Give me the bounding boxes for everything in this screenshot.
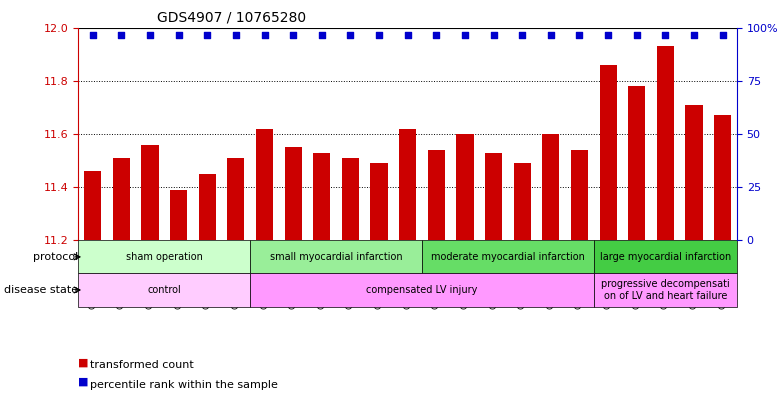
FancyBboxPatch shape bbox=[593, 274, 737, 307]
Point bbox=[143, 32, 156, 39]
Text: progressive decompensati
on of LV and heart failure: progressive decompensati on of LV and he… bbox=[601, 279, 730, 301]
Text: large myocardial infarction: large myocardial infarction bbox=[600, 252, 731, 262]
Bar bbox=[342, 158, 359, 241]
Point bbox=[287, 32, 299, 39]
Point bbox=[488, 32, 500, 39]
Text: control: control bbox=[147, 285, 181, 295]
Text: small myocardial infarction: small myocardial infarction bbox=[270, 252, 402, 262]
Bar bbox=[428, 150, 445, 241]
Bar bbox=[543, 134, 560, 241]
Text: percentile rank within the sample: percentile rank within the sample bbox=[90, 380, 278, 390]
Bar bbox=[285, 147, 302, 241]
Bar bbox=[170, 190, 187, 241]
Text: transformed count: transformed count bbox=[90, 360, 194, 371]
Point bbox=[344, 32, 357, 39]
Point bbox=[230, 32, 242, 39]
Point bbox=[172, 32, 185, 39]
Bar bbox=[371, 163, 387, 241]
Point bbox=[717, 32, 729, 39]
Bar bbox=[685, 105, 702, 241]
Point bbox=[545, 32, 557, 39]
Text: protocol: protocol bbox=[33, 252, 78, 262]
Bar bbox=[399, 129, 416, 241]
Bar bbox=[628, 86, 645, 241]
Point bbox=[602, 32, 615, 39]
Point bbox=[372, 32, 385, 39]
Text: ■: ■ bbox=[78, 377, 89, 387]
Bar bbox=[198, 174, 216, 241]
Point bbox=[115, 32, 128, 39]
Text: sham operation: sham operation bbox=[126, 252, 203, 262]
Bar bbox=[141, 145, 158, 241]
FancyBboxPatch shape bbox=[250, 241, 422, 274]
Text: compensated LV injury: compensated LV injury bbox=[366, 285, 477, 295]
Point bbox=[401, 32, 414, 39]
Bar bbox=[714, 115, 731, 241]
FancyBboxPatch shape bbox=[593, 241, 737, 274]
Point bbox=[573, 32, 586, 39]
Point bbox=[86, 32, 99, 39]
Text: disease state: disease state bbox=[4, 285, 78, 295]
Bar bbox=[514, 163, 531, 241]
Text: GDS4907 / 10765280: GDS4907 / 10765280 bbox=[158, 11, 307, 25]
Point bbox=[688, 32, 700, 39]
FancyBboxPatch shape bbox=[250, 274, 593, 307]
Point bbox=[516, 32, 528, 39]
Bar bbox=[227, 158, 245, 241]
Bar bbox=[113, 158, 130, 241]
FancyBboxPatch shape bbox=[422, 241, 593, 274]
FancyBboxPatch shape bbox=[78, 274, 250, 307]
Point bbox=[315, 32, 328, 39]
Text: moderate myocardial infarction: moderate myocardial infarction bbox=[431, 252, 585, 262]
Point bbox=[459, 32, 471, 39]
Bar bbox=[571, 150, 588, 241]
Text: ■: ■ bbox=[78, 358, 89, 367]
Bar bbox=[84, 171, 101, 241]
Bar bbox=[485, 152, 503, 241]
Bar bbox=[456, 134, 474, 241]
Bar bbox=[657, 46, 674, 241]
Point bbox=[659, 32, 672, 39]
Point bbox=[630, 32, 643, 39]
Point bbox=[430, 32, 443, 39]
Point bbox=[201, 32, 213, 39]
FancyBboxPatch shape bbox=[78, 241, 250, 274]
Point bbox=[258, 32, 270, 39]
Bar bbox=[600, 65, 617, 241]
Bar bbox=[256, 129, 273, 241]
Bar bbox=[313, 152, 330, 241]
